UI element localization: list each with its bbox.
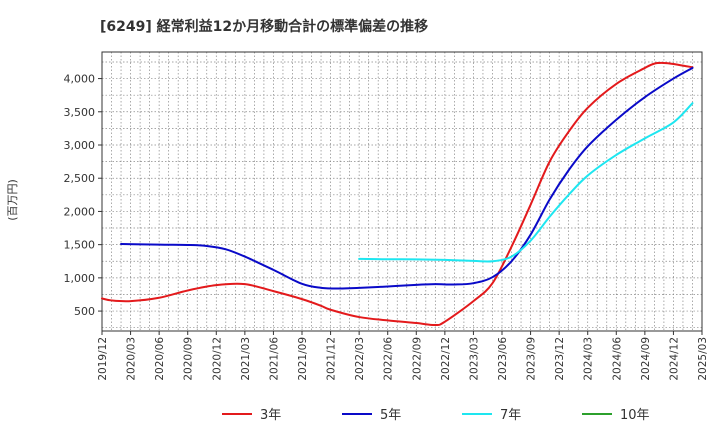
x-tick-label: 2023/09 <box>526 337 538 381</box>
x-tick-label: 2020/09 <box>183 337 195 381</box>
x-tick-label: 2024/03 <box>583 337 595 381</box>
y-tick-label: 500 <box>74 305 95 318</box>
y-tick-label: 2,500 <box>64 172 96 185</box>
x-tick-label: 2019/12 <box>97 337 109 381</box>
series-line-2 <box>120 66 694 290</box>
x-tick-label: 2022/03 <box>354 337 366 381</box>
legend-label: 7年 <box>500 408 521 423</box>
x-tick-label: 2023/12 <box>554 337 566 381</box>
x-tick-label: 2022/12 <box>440 337 452 381</box>
plot-area <box>102 52 702 331</box>
y-tick-label: 2,000 <box>64 205 96 218</box>
series-line-3 <box>358 102 694 263</box>
legend-item-4: 10年 <box>582 408 650 423</box>
x-tick-label: 2023/06 <box>497 337 509 381</box>
x-tick-label: 2021/09 <box>297 337 309 381</box>
x-tick-label: 2024/06 <box>611 337 623 381</box>
legend-label: 3年 <box>260 408 281 423</box>
x-tick-label: 2020/03 <box>126 337 138 381</box>
legend-label: 10年 <box>620 408 650 423</box>
legend-label: 5年 <box>380 408 401 423</box>
x-tick-label: 2022/09 <box>411 337 423 381</box>
x-tick-label: 2020/12 <box>211 337 223 381</box>
y-tick-label: 1,500 <box>64 239 96 252</box>
legend-item-3: 7年 <box>462 408 521 423</box>
grid-layer <box>102 52 702 331</box>
y-tick-label: 3,000 <box>64 139 96 152</box>
x-tick-label: 2024/09 <box>640 337 652 381</box>
y-tick-label: 3,500 <box>64 106 96 119</box>
plot-frame <box>101 51 703 332</box>
x-tick-label: 2021/03 <box>240 337 252 381</box>
x-tick-label: 2021/06 <box>268 337 280 381</box>
x-tick-label: 2022/06 <box>383 337 395 381</box>
x-tick-label: 2024/12 <box>668 337 680 381</box>
y-tick-label: 4,000 <box>64 73 96 86</box>
x-tick-label: 2025/03 <box>697 337 709 381</box>
chart-title: [6249] 経常利益12か月移動合計の標準偏差の推移 <box>100 18 428 35</box>
x-tick-label: 2021/12 <box>326 337 338 381</box>
series-line-1 <box>101 61 694 327</box>
x-tick-label: 2023/03 <box>468 337 480 381</box>
axis-layer: 500 1,000 1,500 2,000 2,500 3,000 3,500 4,000 20… <box>64 51 709 381</box>
x-tick-label: 2020/06 <box>154 337 166 381</box>
legend-item-2: 5年 <box>342 408 401 423</box>
y-axis-label: (百万円) <box>6 179 19 221</box>
legend: 3年 5年 7年 10年 <box>222 408 650 423</box>
legend-item-1: 3年 <box>222 408 281 423</box>
y-tick-label: 1,000 <box>64 272 96 285</box>
series-layer <box>101 61 694 327</box>
